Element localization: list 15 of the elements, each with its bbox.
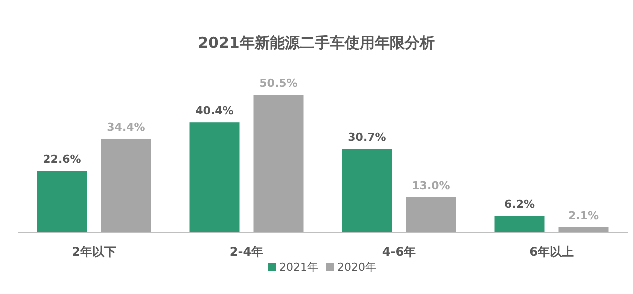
legend-label: 2021年	[280, 261, 318, 274]
x-tick-label: 2-4年	[230, 245, 264, 259]
x-tick-label: 2年以下	[72, 245, 116, 259]
legend-label: 2020年	[338, 261, 376, 274]
x-tick-label: 6年以上	[530, 245, 574, 259]
data-label: 2.1%	[568, 209, 600, 222]
x-tick-label: 4-6年	[382, 245, 416, 259]
data-label: 30.7%	[348, 131, 386, 144]
title: 2021年新能源二手车使用年限分析	[198, 34, 435, 52]
data-label: 34.4%	[107, 120, 146, 134]
data-label: 6.2%	[504, 198, 536, 212]
data-label: 50.5%	[260, 77, 298, 90]
data-label: 22.6%	[43, 153, 82, 166]
data-label: 40.4%	[196, 104, 234, 118]
data-label: 13.0%	[412, 179, 450, 192]
